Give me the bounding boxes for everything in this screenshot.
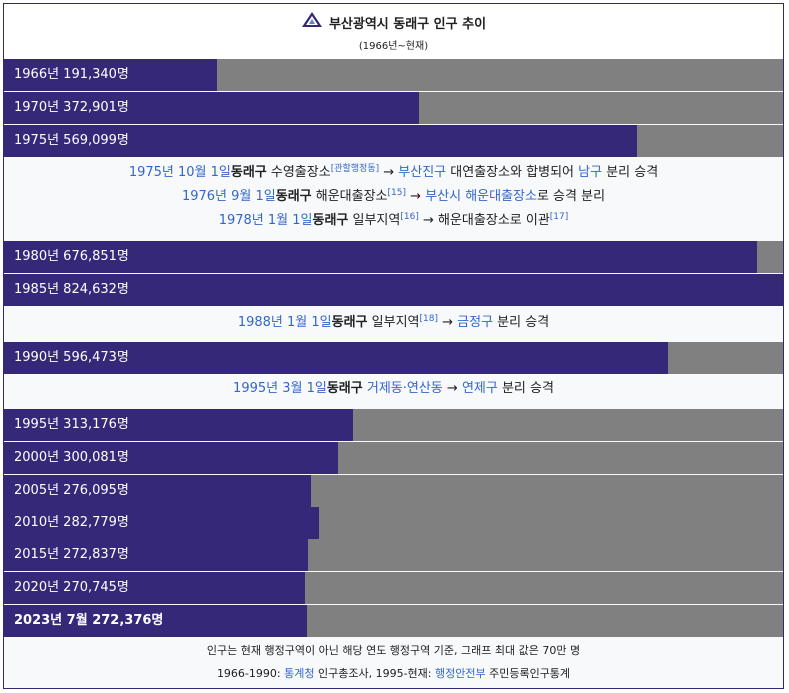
bar-1995: 1995년 313,176명 [4,409,783,441]
population-infobox: 부산광역시 동래구 인구 추이 (1966년~현재) 1966년 191,340… [3,3,784,689]
district-name: 동래구 [331,315,368,330]
footer-source: 1966-1990: 통계청 인구총조사, 1995-현재: 행정안전부 주민등… [4,663,783,685]
date-link[interactable]: 1978년 1월 1일 [218,213,313,228]
bar-label: 2010년 282,779명 [14,515,129,530]
bar-1970: 1970년 372,901명 [4,92,783,124]
bar-label: 2020년 270,745명 [14,580,129,595]
office-text: 일부지역 [348,213,401,228]
target-link[interactable]: 금정구 [457,315,494,330]
source-link-kostat[interactable]: 통계청 [284,667,315,680]
source-text: 주민등록인구통계 [485,667,571,680]
bar-label: 1975년 569,099명 [14,133,129,148]
reference-link[interactable]: [15] [387,188,407,198]
chart-subtitle: (1966년~현재) [358,41,429,52]
source-link-mois[interactable]: 행정안전부 [434,667,486,680]
bar-label: 2023년 7월 272,376명 [14,613,164,628]
tail-text: 분리 승격 [602,165,659,180]
date-link[interactable]: 1975년 10월 1일 [128,165,231,180]
target-link[interactable]: 연제구 [461,381,498,396]
source-text: 1966-1990: [216,667,285,680]
bar-label: 1966년 191,340명 [14,67,129,82]
bar-label: 2005년 276,095명 [14,483,129,498]
bar-fill [4,125,638,157]
bar-2010: 2010년 282,779명 [4,507,783,539]
date-link[interactable]: 1995년 3월 1일 [233,381,327,396]
chart-title: 부산광역시 동래구 인구 추이 [328,16,487,32]
reference-link[interactable]: [17] [549,212,569,222]
bar-2015: 2015년 272,837명 [4,539,783,571]
bar-fill [4,539,308,571]
bar-fill [4,274,783,306]
target-link[interactable]: 부산시 해운대출장소 [425,189,537,204]
district-name: 동래구 [230,165,267,180]
footer-note: 인구는 현재 행정구역이 아닌 해당 연도 행정구역 기준, 그래프 최대 값은… [206,644,581,657]
mid-text: 대연출장소와 합병되어 [446,165,579,180]
bar-fill [4,507,319,539]
arrow: → [406,189,426,204]
bar-fill [4,572,306,604]
bar-fill [4,59,217,91]
area-link[interactable]: 거제동·연산동 [366,381,443,396]
tail-text: 로 승격 분리 [536,189,606,204]
bar-fill [4,241,758,273]
date-link[interactable]: 1976년 9월 1일 [181,189,276,204]
bar-label: 2000년 300,081명 [14,450,129,465]
bar-label: 1995년 313,176명 [14,417,129,432]
bar-2000: 2000년 300,081명 [4,442,783,474]
target2-link[interactable]: 남구 [578,165,603,180]
office-text: 해운대출장소 [311,189,388,204]
target-link[interactable]: 부산진구 [398,165,447,180]
bar-label: 1990년 596,473명 [14,350,129,365]
arrow: → [437,315,458,330]
office-text: 일부지역 [367,315,420,330]
reference-link[interactable]: [16] [400,212,419,222]
bar-1985: 1985년 824,632명 [4,274,783,306]
bar-fill [4,605,308,637]
note-1988: 1988년 1월 1일동래구 일부지역[18] → 금정구 분리 승격 [4,312,783,334]
title-row: 부산광역시 동래구 인구 추이 [4,11,783,33]
bar-fill [4,409,353,441]
bar-label: 2015년 272,837명 [14,547,129,562]
date-link[interactable]: 1988년 1월 1일 [237,315,332,330]
arrow: → [442,381,462,396]
district-name: 동래구 [326,381,363,396]
tail-text: 해운대출장소로 이관 [438,213,550,228]
office-text: 수영출장소 [266,165,331,180]
reference-link[interactable]: [18] [419,314,438,324]
bar-label: 1970년 372,901명 [14,100,129,115]
bar-1975: 1975년 569,099명 [4,125,783,157]
tail-text: 분리 승격 [497,381,554,396]
district-name: 동래구 [312,213,349,228]
reference-link[interactable]: [관할행정동] [330,164,380,174]
bar-label: 1980년 676,851명 [14,249,129,264]
infobox-header: 부산광역시 동래구 인구 추이 (1966년~현재) [4,4,783,62]
bar-1990: 1990년 596,473명 [4,342,783,374]
district-name: 동래구 [275,189,312,204]
bar-label: 1985년 824,632명 [14,282,129,297]
bar-fill [4,442,338,474]
arrow: → [418,213,439,228]
source-text: 인구총조사, 1995-현재: [314,667,435,680]
bar-1966: 1966년 191,340명 [4,59,783,91]
note-1995: 1995년 3월 1일동래구 거제동·연산동 → 연제구 분리 승격 [4,378,783,400]
dongnae-emblem-icon [301,11,323,33]
bar-fill [4,475,312,507]
note-1976: 1976년 9월 1일동래구 해운대출장소[15] → 부산시 해운대출장소로 … [4,186,783,208]
bar-2005: 2005년 276,095명 [4,475,783,507]
arrow: → [379,165,399,180]
note-1978: 1978년 1월 1일동래구 일부지역[16] → 해운대출장소로 이관[17] [4,210,783,232]
bar-1980: 1980년 676,851명 [4,241,783,273]
tail-text: 분리 승격 [493,315,550,330]
bar-fill [4,92,419,124]
bar-fill [4,342,668,374]
note-1975: 1975년 10월 1일동래구 수영출장소[관할행정동] → 부산진구 대연출장… [4,162,783,184]
bar-2023: 2023년 7월 272,376명 [4,605,783,637]
bar-2020: 2020년 270,745명 [4,572,783,604]
